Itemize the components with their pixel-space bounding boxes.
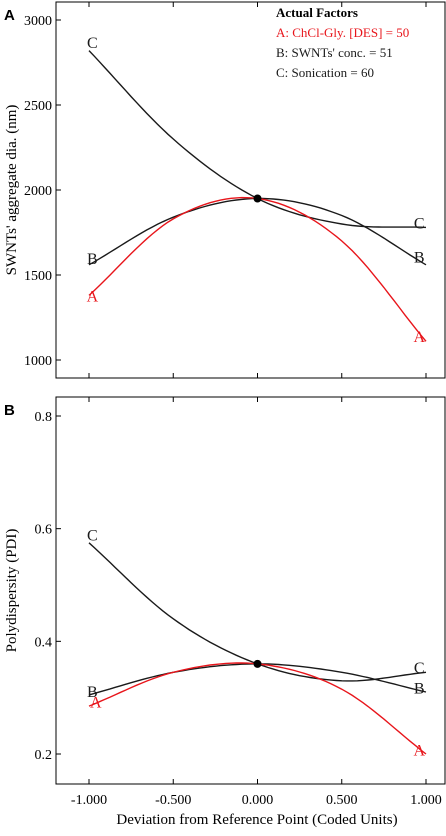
series-line-a — [88, 662, 427, 755]
legend-entry-c: C: Sonication = 60 — [276, 65, 374, 80]
series-line-b — [88, 197, 427, 266]
curve-label-a: A — [87, 288, 99, 305]
curve-label-a: A — [90, 695, 102, 712]
curve-label-b: B — [87, 251, 98, 268]
y-tick-label: 1500 — [24, 269, 52, 284]
curve-label-b: B — [414, 249, 425, 266]
y-tick-label: 1000 — [24, 354, 52, 369]
curve-label-b: B — [414, 681, 425, 698]
y-axis-title: SWNTs' aggregate dia. (nm) — [4, 105, 20, 276]
legend-title: Actual Factors — [276, 5, 358, 20]
curve-label-c: C — [87, 35, 98, 52]
panel-a-chart: A 1000 1500 2000 2500 3000 SWNTs' aggregate di… — [4, 1, 446, 379]
series-line-a — [88, 196, 427, 342]
curve-label-a: A — [413, 329, 425, 346]
y-tick-label: 0.6 — [35, 523, 53, 538]
panel-label: A — [4, 7, 15, 24]
curve-label-c: C — [414, 660, 425, 677]
y-tick-label: 0.2 — [35, 748, 53, 763]
x-axis-title: Deviation from Reference Point (Coded Un… — [116, 812, 397, 828]
legend-entry-b: B: SWNTs' conc. = 51 — [276, 45, 393, 60]
y-tick-label: 0.8 — [35, 410, 53, 425]
reference-point-marker — [253, 659, 262, 668]
y-axis-title: Polydispersity (PDI) — [4, 529, 20, 653]
x-tick-label: -1.000 — [71, 793, 107, 808]
curve-label-a: A — [413, 742, 425, 759]
plot-frame — [55, 396, 446, 785]
legend: Actual Factors A: ChCl-Gly. [DES] = 50 B: … — [276, 5, 409, 80]
panel-label: B — [4, 402, 15, 419]
reference-point-marker — [253, 194, 262, 203]
y-tick-label: 2500 — [24, 99, 52, 114]
x-tick-label: 1.000 — [410, 793, 442, 808]
y-tick-label: 3000 — [24, 14, 52, 29]
legend-entry-a: A: ChCl-Gly. [DES] = 50 — [276, 25, 409, 40]
x-tick-label: -0.500 — [155, 793, 191, 808]
y-tick-label: 2000 — [24, 184, 52, 199]
curve-label-c: C — [414, 215, 425, 232]
curve-label-b: B — [87, 684, 98, 701]
y-tick-label: 0.4 — [35, 635, 53, 650]
x-tick-label: 0.500 — [326, 793, 358, 808]
curve-label-c: C — [87, 527, 98, 544]
x-tick-label: 0.000 — [242, 793, 274, 808]
